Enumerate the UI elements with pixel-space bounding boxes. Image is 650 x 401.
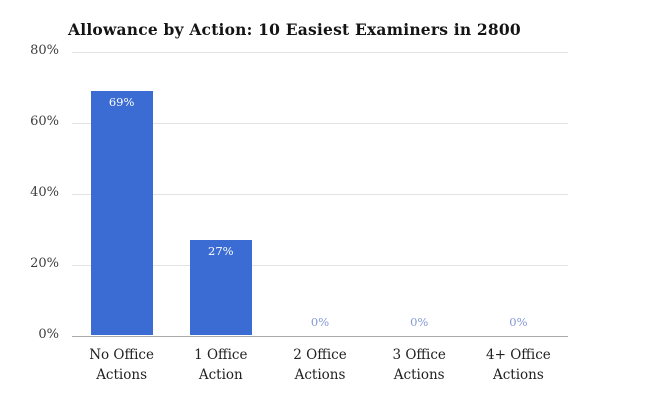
x-axis-category-label: 4+ Office Actions: [486, 346, 551, 383]
x-axis-category-label: 3 Office Actions: [392, 346, 446, 383]
gridline: [72, 52, 568, 53]
x-axis-category-label: 1 Office Action: [194, 346, 248, 383]
x-axis-category-label: No Office Actions: [89, 346, 154, 383]
x-axis-line: [72, 335, 568, 337]
y-axis-tick-label: 80%: [30, 43, 59, 58]
x-axis-category-label: 2 Office Actions: [293, 346, 347, 383]
y-axis-tick-label: 20%: [30, 255, 59, 271]
y-axis-tick-label: 60%: [30, 113, 59, 129]
bar-value-label: 0%: [310, 314, 330, 329]
chart-title: Allowance by Action: 10 Easiest Examiner…: [68, 20, 521, 39]
bar-value-label: 0%: [410, 314, 429, 329]
y-axis-tick-label: 0%: [38, 326, 59, 342]
gridline: [72, 122, 568, 124]
bar[interactable]: [90, 90, 153, 336]
gridline: [72, 264, 568, 266]
y-axis-tick-label: 40%: [30, 184, 59, 200]
bar[interactable]: [189, 239, 252, 336]
gridline: [72, 193, 568, 195]
bar-value-label: 27%: [208, 243, 234, 258]
bar-value-label: 69%: [108, 94, 135, 109]
bar-value-label: 0%: [509, 314, 528, 329]
